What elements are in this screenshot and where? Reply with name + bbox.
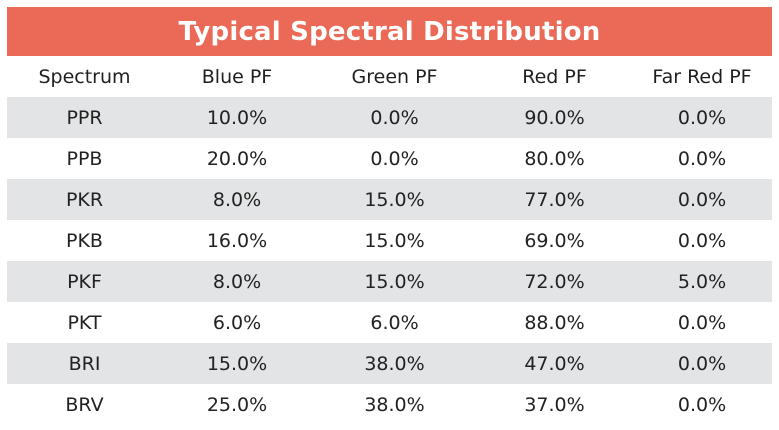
spectrum-cell: PPB	[66, 147, 103, 170]
blue-pf-cell: 16.0%	[206, 229, 268, 252]
spectrum-cell: PKR	[65, 188, 104, 211]
red-pf-cell: 47.0%	[524, 352, 585, 375]
far-red-pf-cell: 0.0%	[677, 393, 727, 416]
green-pf-cell: 38.0%	[364, 352, 425, 375]
far-red-pf-cell: 0.0%	[677, 311, 727, 334]
green-pf-cell: 38.0%	[364, 393, 425, 416]
spectrum-cell: PKT	[67, 311, 102, 334]
red-pf-cell: 37.0%	[524, 393, 585, 416]
blue-pf-cell: 25.0%	[206, 393, 268, 416]
blue-pf-cell: 15.0%	[206, 352, 268, 375]
blue-pf-cell: 8.0%	[212, 188, 262, 211]
spectrum-cell: BRV	[65, 393, 104, 416]
green-pf-cell: 0.0%	[370, 106, 419, 129]
title-bar: Typical Spectral Distribution	[7, 7, 772, 56]
red-pf-cell: 90.0%	[524, 106, 585, 129]
green-pf-cell: 6.0%	[370, 311, 419, 334]
table-row: PPB 20.0% 0.0% 80.0% 0.0%	[7, 138, 772, 179]
header-row: Spectrum Blue PF Green PF Red PF Far Red…	[7, 56, 772, 97]
blue-pf-cell: 10.0%	[206, 106, 268, 129]
table-title: Typical Spectral Distribution	[178, 16, 601, 47]
far-red-pf-cell: 0.0%	[677, 352, 727, 375]
far-red-pf-cell: 0.0%	[677, 188, 727, 211]
column-header-spectrum: Spectrum	[38, 65, 131, 88]
green-pf-cell: 15.0%	[364, 188, 425, 211]
red-pf-cell: 88.0%	[524, 311, 585, 334]
table-row: BRV 25.0% 38.0% 37.0% 0.0%	[7, 384, 772, 425]
red-pf-cell: 72.0%	[524, 270, 585, 293]
blue-pf-cell: 8.0%	[212, 270, 262, 293]
column-header-blue-pf: Blue PF	[201, 65, 273, 88]
column-header-far-red-pf: Far Red PF	[652, 65, 752, 88]
spectral-table: Spectrum Blue PF Green PF Red PF Far Red…	[7, 56, 772, 425]
column-header-red-pf: Red PF	[522, 65, 587, 88]
blue-pf-cell: 20.0%	[206, 147, 268, 170]
column-header-green-pf: Green PF	[351, 65, 438, 88]
spectrum-cell: PKB	[66, 229, 103, 252]
far-red-pf-cell: 0.0%	[677, 147, 727, 170]
far-red-pf-cell: 0.0%	[677, 229, 727, 252]
table-row: BRI 15.0% 38.0% 47.0% 0.0%	[7, 343, 772, 384]
table-row: PPR 10.0% 0.0% 90.0% 0.0%	[7, 97, 772, 138]
spectrum-cell: PKF	[67, 270, 102, 293]
spectrum-cell: PPR	[66, 106, 103, 129]
far-red-pf-cell: 0.0%	[677, 106, 727, 129]
green-pf-cell: 15.0%	[364, 229, 425, 252]
table-row: PKF 8.0% 15.0% 72.0% 5.0%	[7, 261, 772, 302]
red-pf-cell: 80.0%	[524, 147, 585, 170]
green-pf-cell: 15.0%	[364, 270, 425, 293]
table-row: PKR 8.0% 15.0% 77.0% 0.0%	[7, 179, 772, 220]
table-row: PKT 6.0% 6.0% 88.0% 0.0%	[7, 302, 772, 343]
spectrum-cell: BRI	[68, 352, 101, 375]
red-pf-cell: 77.0%	[524, 188, 585, 211]
red-pf-cell: 69.0%	[524, 229, 585, 252]
far-red-pf-cell: 5.0%	[677, 270, 727, 293]
green-pf-cell: 0.0%	[370, 147, 419, 170]
table-row: PKB 16.0% 15.0% 69.0% 0.0%	[7, 220, 772, 261]
blue-pf-cell: 6.0%	[212, 311, 262, 334]
